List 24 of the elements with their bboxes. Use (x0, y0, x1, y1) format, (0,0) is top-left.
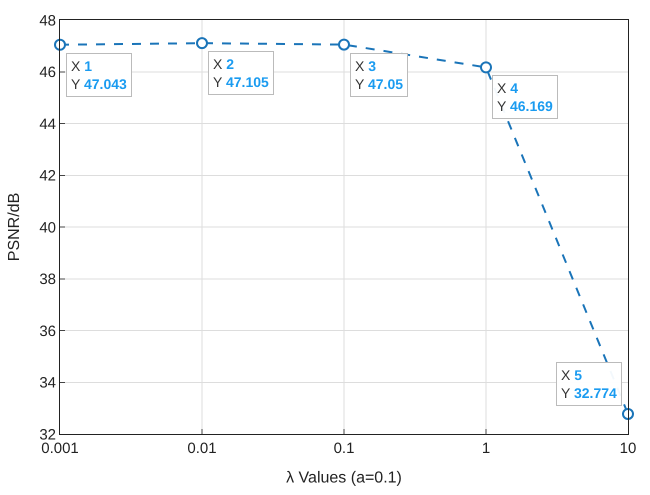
y-tick-label: 46 (39, 64, 56, 81)
y-tick-label: 38 (39, 271, 56, 288)
x-tick-label: 1 (482, 440, 490, 457)
point (480, 61, 492, 74)
point (54, 38, 66, 51)
x-tick-label: 0.01 (187, 440, 217, 457)
annotation: X 4 Y 46.169 (497, 80, 554, 114)
annotation: X 1 Y 47.043 (71, 58, 128, 92)
x-axis-title: λ Values (a=0.1) (286, 470, 402, 487)
y-tick-label: 48 (39, 12, 56, 30)
y-tick-label: 42 (39, 168, 56, 184)
y-tick-label: 44 (39, 116, 56, 133)
annotation: X 5 Y 32.774 (561, 367, 618, 402)
point (622, 408, 634, 420)
y-tick-label: 34 (39, 374, 56, 392)
y-tick-label: 40 (39, 219, 56, 236)
x-tick-label: 10 (620, 440, 636, 457)
point (338, 38, 350, 51)
point (196, 37, 208, 50)
x-tick-label: 0.1 (334, 440, 354, 457)
y-tick-label: 36 (39, 322, 56, 340)
y-axis-title: PSNR/dB (6, 192, 24, 262)
annotation: X 2 Y 47.105 (213, 56, 270, 90)
annotation: X 3 Y 47.05 (355, 58, 404, 92)
